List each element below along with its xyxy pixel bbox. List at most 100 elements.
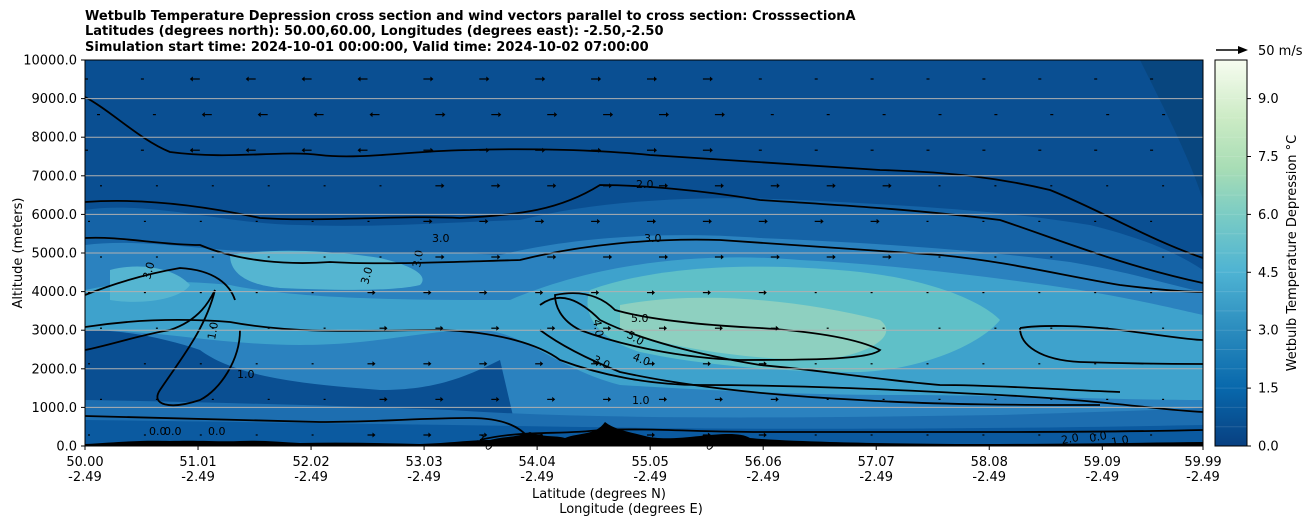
wind-vector-head: [440, 396, 444, 402]
x-tick-label-lat: 54.04: [519, 455, 556, 470]
y-tick-label: 1000.0: [32, 401, 78, 416]
y-tick-label: 6000.0: [32, 208, 78, 223]
wind-vector-head: [372, 432, 376, 438]
grid-lines: [85, 98, 1203, 408]
wind-vector-head: [498, 112, 502, 118]
wind-vector-head: [665, 183, 668, 189]
wind-vector-head: [596, 290, 600, 296]
wind-vector-head: [357, 147, 361, 153]
wind-vector-head: [441, 183, 445, 189]
wind-vector-head: [707, 361, 711, 367]
wind-vector-head: [763, 432, 767, 438]
x-tick-label-lat: 57.07: [858, 455, 895, 470]
x-tick-label-lat: 50.00: [66, 455, 103, 470]
y-tick-label: 0.0: [56, 440, 77, 455]
contour-label: 5.0: [631, 312, 649, 325]
wind-vector-head: [540, 290, 544, 296]
wind-vector-head: [652, 432, 655, 438]
contour-label: 1.0: [205, 321, 221, 340]
contour-label: 3.0: [432, 232, 450, 245]
colorbar-label: Wetbulb Temperature Depression °C: [1285, 135, 1300, 372]
x-axis-label-secondary: Longitude (degrees E): [559, 502, 703, 517]
wind-vector-head: [610, 112, 614, 118]
wind-vector-head: [664, 325, 667, 331]
colorbar-tick-label: 7.5: [1258, 150, 1279, 165]
wind-vector-head: [485, 218, 489, 224]
x-tick-label-lon: -2.49: [633, 470, 667, 485]
contour-lines: [85, 96, 1203, 441]
wind-vector-head: [832, 183, 836, 189]
wind-vector-head: [775, 396, 779, 402]
contour-label: 2.0: [1060, 431, 1079, 447]
wind-vector-head: [442, 112, 446, 118]
wind-vector-head: [719, 325, 723, 331]
wind-vector-head: [763, 290, 767, 296]
x-tick-label-lon: -2.49: [1186, 470, 1220, 485]
wind-vector-head: [430, 147, 434, 153]
wind-vector-head: [776, 183, 780, 189]
wind-vector-head: [372, 361, 376, 367]
wind-vector-head: [776, 254, 780, 260]
wind-vector-head: [189, 147, 193, 153]
wind-vector-head: [540, 361, 544, 367]
wind-vectors: [85, 76, 1166, 438]
wind-vector-head: [496, 396, 500, 402]
chart-title-line-1: Wetbulb Temperature Depression cross sec…: [85, 9, 856, 24]
x-tick-label-lon: -2.49: [972, 470, 1006, 485]
chart-title-line-2: Latitudes (degrees north): 50.00,60.00, …: [85, 24, 664, 39]
wind-vector-head: [540, 432, 544, 438]
wind-vector-head: [484, 432, 488, 438]
colorbar-tick-label: 3.0: [1258, 324, 1279, 339]
wind-vector-head: [654, 147, 657, 153]
wind-vector-head: [709, 147, 713, 153]
wind-vector-head: [553, 183, 557, 189]
x-tick-label-lat: 53.03: [405, 455, 442, 470]
x-tick-label-lat: 55.05: [632, 455, 669, 470]
wind-vector-head: [764, 218, 768, 224]
x-tick-label-lon: -2.49: [859, 470, 893, 485]
contour-label: 3.0: [644, 232, 662, 245]
wind-vector-head: [301, 76, 305, 82]
terrain-silhouette: [85, 422, 1203, 446]
colorbar-tick-label: 6.0: [1258, 208, 1279, 223]
y-tick-label: 9000.0: [32, 92, 78, 107]
wind-vector-head: [541, 218, 545, 224]
wind-vector-head: [888, 254, 892, 260]
x-tick-label-lat: 58.08: [971, 455, 1008, 470]
x-tick-label-lat: 59.99: [1184, 455, 1221, 470]
x-tick-label-lon: -2.49: [407, 470, 441, 485]
wind-vector-head: [596, 361, 600, 367]
contour-label: 1.0: [237, 368, 255, 381]
wind-vector-head: [664, 396, 667, 402]
contour-labels: 2.0 3.0 3.0 3.0 3.0 3.0 4.0 5.0 5.0 4.0 …: [140, 178, 1129, 454]
wind-vector-head: [486, 147, 490, 153]
wind-vector-head: [245, 147, 249, 153]
x-tick-label-lon: -2.49: [181, 470, 215, 485]
contour-label: 0.0: [149, 425, 167, 438]
wind-vector-head: [301, 147, 305, 153]
wind-vector-head: [384, 325, 388, 331]
wind-vector-head: [608, 396, 612, 402]
colorbar-tick-label: 0.0: [1258, 440, 1279, 455]
colorbar: 0.0 1.5 3.0 4.5 6.0 7.5 9.0 Wetbulb Temperatur…: [1214, 59, 1300, 455]
wind-vector-head: [428, 290, 432, 296]
wind-vector-head: [707, 432, 711, 438]
wind-vector-head: [719, 396, 723, 402]
wind-vector-head: [609, 254, 613, 260]
x-axis-ticks: 50.00-2.4951.01-2.4952.02-2.4953.03-2.49…: [66, 446, 1222, 485]
wind-vector-head: [552, 396, 556, 402]
colorbar-gradient: [1215, 60, 1247, 446]
contour-label: 4.0: [590, 318, 606, 337]
wind-vector-head: [666, 112, 669, 118]
wind-vector-head: [553, 254, 557, 260]
wind-vector-head: [708, 218, 712, 224]
wind-vector-head: [497, 183, 501, 189]
wind-vector-head: [497, 254, 501, 260]
colorbar-frame: [1214, 59, 1248, 447]
wind-vector-head: [652, 361, 655, 367]
y-tick-label: 2000.0: [32, 362, 78, 377]
contour-label: 0.0: [1088, 429, 1107, 445]
wind-vector-head: [596, 432, 600, 438]
contour-label: 3.0: [358, 266, 375, 286]
colorbar-tick-label: 1.5: [1258, 382, 1279, 397]
